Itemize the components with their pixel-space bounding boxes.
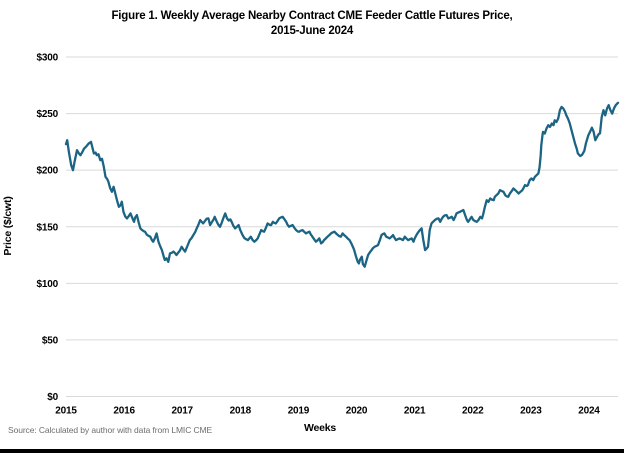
x-tick-label: 2020 <box>346 406 368 417</box>
source-note: Source: Calculated by author with data f… <box>8 425 213 435</box>
x-tick-label: 2015 <box>55 406 77 417</box>
x-tick-label: 2024 <box>578 406 600 417</box>
y-tick-label: $200 <box>37 166 59 177</box>
y-tick-label: $0 <box>47 392 58 403</box>
chart-title-line1: Figure 1. Weekly Average Nearby Contract… <box>111 10 513 22</box>
x-tick-label: 2016 <box>113 406 135 417</box>
y-tick-label: $150 <box>37 222 59 233</box>
x-tick-label: 2023 <box>520 406 542 417</box>
x-tick-label: 2017 <box>171 406 193 417</box>
x-tick-label: 2019 <box>288 406 310 417</box>
y-tick-label: $300 <box>37 53 59 64</box>
x-tick-label: 2022 <box>462 406 484 417</box>
bottom-border <box>0 449 624 453</box>
x-axis-title: Weeks <box>303 422 337 434</box>
x-tick-label: 2018 <box>230 406 252 417</box>
price-line-series <box>64 101 620 268</box>
x-tick-label: 2021 <box>404 406 426 417</box>
chart-title-line2: 2015-June 2024 <box>270 25 354 37</box>
chart-title: Figure 1. Weekly Average Nearby Contract… <box>0 9 624 39</box>
y-tick-label: $100 <box>37 279 59 290</box>
y-tick-label: $250 <box>37 109 59 120</box>
y-tick-label: $50 <box>42 335 59 346</box>
